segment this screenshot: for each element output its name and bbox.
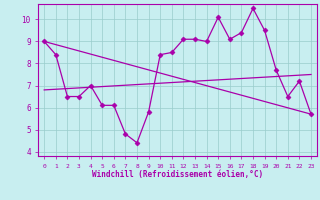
X-axis label: Windchill (Refroidissement éolien,°C): Windchill (Refroidissement éolien,°C) xyxy=(92,170,263,179)
